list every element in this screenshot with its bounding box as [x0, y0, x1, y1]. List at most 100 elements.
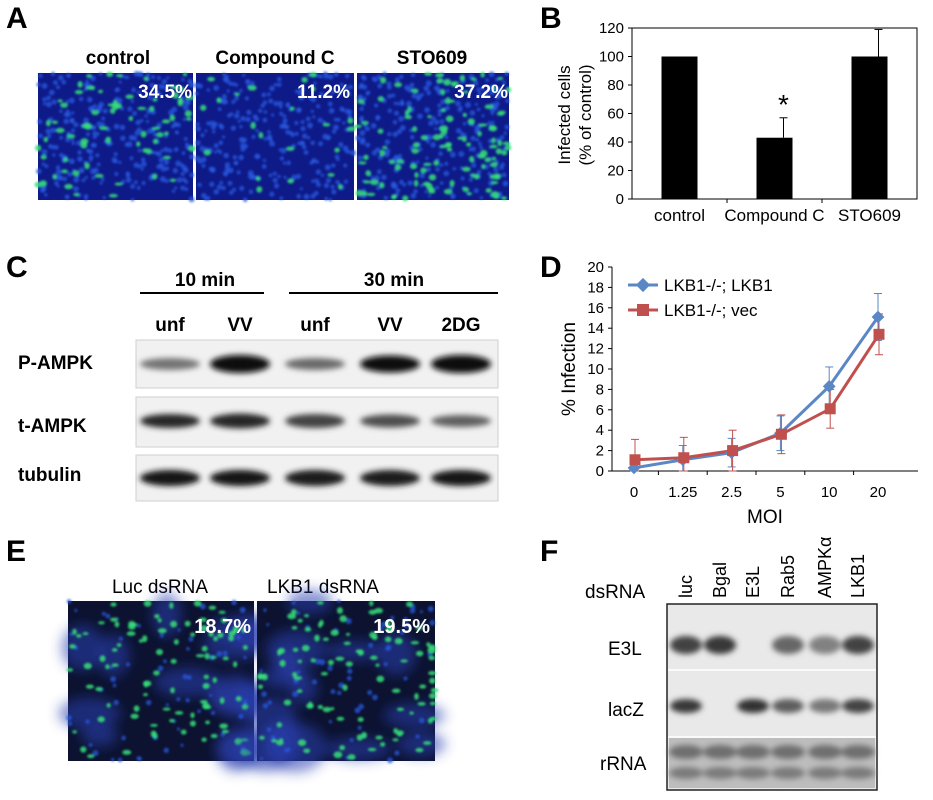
background-haze [383, 703, 446, 728]
panel-c-group-10min: 10 min [175, 270, 235, 291]
nucleus-dot [176, 177, 183, 183]
nucleus-dot [88, 155, 94, 160]
nucleus-dot [347, 109, 353, 115]
panel-c-row-t-ampk: t-AMPK [18, 416, 87, 437]
nucleus-dot [370, 176, 375, 181]
nucleus-dot [53, 80, 59, 86]
nucleus-dot [301, 133, 308, 139]
nucleus-dot [136, 185, 141, 190]
nucleus-dot [130, 198, 135, 202]
nucleus-dot [404, 84, 410, 91]
background-haze [58, 697, 121, 730]
nucleus-dot [65, 136, 71, 143]
infected-cell-dot [322, 122, 331, 127]
infected-cell-dot [297, 739, 307, 747]
infected-cell-dot [470, 77, 477, 81]
panel-d-point [873, 328, 885, 340]
nucleus-dot [415, 734, 420, 739]
nucleus-dot [224, 162, 231, 168]
infected-cell-dot [177, 97, 183, 104]
blot-band-rrna [736, 767, 770, 779]
nucleus-dot [238, 154, 244, 161]
nucleus-dot [65, 99, 70, 104]
nucleus-dot [263, 608, 267, 612]
nucleus-dot [119, 124, 126, 131]
nucleus-dot [163, 659, 167, 664]
nucleus-dot [243, 655, 247, 660]
nucleus-dot [267, 700, 273, 705]
infected-cell-dot [219, 697, 225, 704]
nucleus-dot [478, 141, 482, 146]
nucleus-dot [248, 173, 254, 180]
infected-cell-dot [377, 128, 384, 134]
nucleus-dot [173, 147, 179, 152]
nucleus-dot [261, 691, 267, 697]
infected-cell-dot [228, 635, 235, 642]
micrograph-luc-dsrna [58, 592, 280, 773]
nucleus-dot [366, 90, 371, 95]
infected-cell-dot [409, 711, 414, 715]
nucleus-dot [64, 194, 70, 200]
nucleus-dot [209, 181, 215, 187]
nucleus-dot [96, 162, 101, 167]
nucleus-dot [360, 137, 366, 142]
nucleus-dot [66, 73, 72, 79]
panel-b-ytick-label: 0 [616, 191, 624, 208]
nucleus-dot [488, 71, 495, 78]
infected-cell-dot [278, 647, 285, 655]
nucleus-dot [244, 96, 249, 101]
infected-cell-dot [296, 689, 303, 694]
nucleus-dot [317, 74, 322, 79]
infected-cell-dot [128, 620, 136, 627]
blot-band-rrna [808, 745, 842, 759]
nucleus-dot [140, 157, 146, 162]
infected-cell-dot [291, 625, 298, 630]
nucleus-dot [426, 90, 432, 96]
infected-cell-dot [423, 162, 432, 166]
nucleus-dot [504, 124, 510, 130]
panel-d-ytick-label: 12 [587, 341, 604, 358]
nucleus-dot [69, 632, 73, 637]
nucleus-dot [425, 156, 429, 160]
panel-c-group-30min: 30 min [364, 270, 424, 291]
nucleus-dot [346, 675, 352, 681]
nucleus-dot [237, 119, 241, 123]
panel-a-percent-compound-c: 11.2% [297, 82, 350, 103]
nucleus-dot [125, 662, 131, 667]
nucleus-dot [359, 130, 366, 136]
blot-tubulin [135, 454, 499, 502]
nucleus-dot [279, 105, 283, 109]
nucleus-dot [326, 136, 330, 141]
nucleus-dot [470, 146, 477, 152]
nucleus-dot [242, 73, 246, 77]
nucleus-dot [218, 140, 224, 146]
infected-cell-dot [428, 187, 435, 192]
infected-cell-dot [98, 89, 104, 94]
infected-cell-dot [110, 617, 118, 622]
nucleus-dot [47, 133, 52, 139]
nucleus-dot [236, 170, 241, 175]
nucleus-dot [327, 101, 333, 107]
nucleus-dot [55, 169, 62, 175]
infected-cell-dot [429, 677, 436, 684]
nucleus-dot [291, 600, 296, 605]
blot-band [431, 470, 491, 486]
nucleus-dot [499, 135, 505, 140]
nucleus-dot [487, 139, 493, 144]
infected-cell-dot [457, 136, 464, 140]
nucleus-dot [435, 167, 440, 172]
nucleus-dot [301, 144, 307, 150]
infected-cell-dot [111, 102, 120, 110]
infected-cell-dot [379, 182, 385, 189]
nucleus-dot [188, 196, 195, 203]
nucleus-dot [195, 140, 201, 146]
nucleus-dot [418, 717, 425, 724]
nucleus-dot [137, 623, 141, 628]
nucleus-dot [331, 189, 337, 195]
nucleus-dot [443, 134, 447, 138]
nucleus-dot [425, 80, 432, 87]
infected-cell-dot [377, 96, 384, 102]
nucleus-dot [120, 135, 126, 141]
nucleus-dot [394, 77, 400, 82]
nucleus-dot [292, 691, 299, 698]
